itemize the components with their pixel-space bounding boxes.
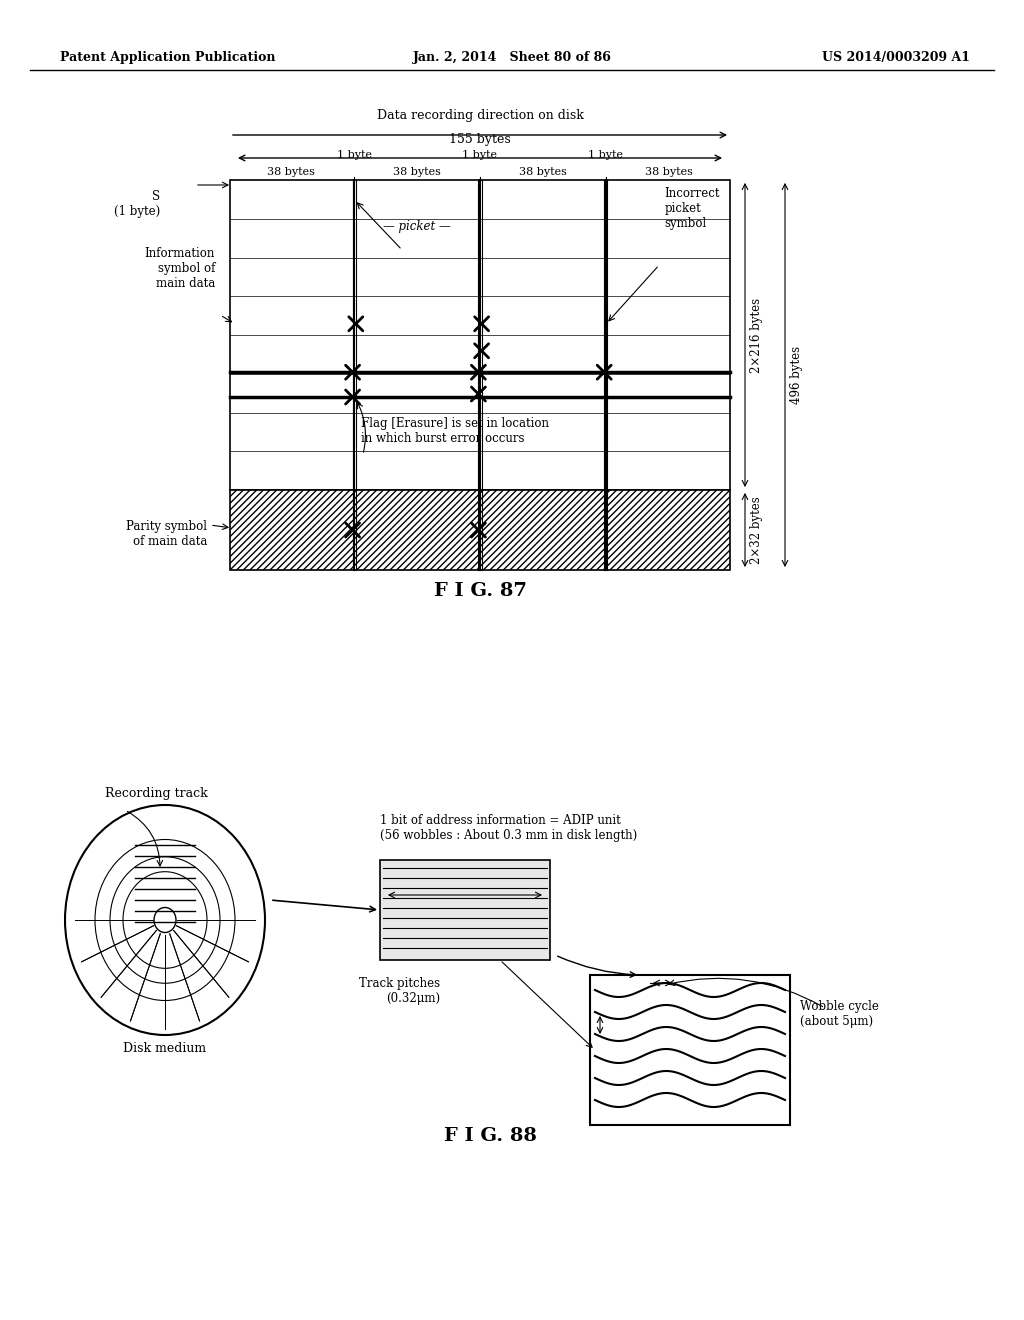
Text: Wobble cycle
(about 5μm): Wobble cycle (about 5μm) [800,1001,879,1028]
Text: F I G. 87: F I G. 87 [433,582,526,601]
Text: Incorrect
picket
symbol: Incorrect picket symbol [665,187,720,230]
Text: 1 byte: 1 byte [589,150,624,160]
Text: 38 bytes: 38 bytes [645,168,692,177]
Text: Parity symbol
of main data: Parity symbol of main data [126,520,207,548]
Text: Disk medium: Disk medium [124,1041,207,1055]
Text: 1 byte: 1 byte [463,150,498,160]
Text: US 2014/0003209 A1: US 2014/0003209 A1 [822,51,970,65]
Text: Flag [Erasure] is set in location
in which burst error occurs: Flag [Erasure] is set in location in whi… [360,417,549,445]
Text: 38 bytes: 38 bytes [267,168,315,177]
Text: 2×32 bytes: 2×32 bytes [750,496,763,564]
Text: Track pitches
(0.32μm): Track pitches (0.32μm) [358,977,440,1005]
Text: 1 bit of address information = ADIP unit
(56 wobbles : About 0.3 mm in disk leng: 1 bit of address information = ADIP unit… [380,814,637,842]
Text: S
(1 byte): S (1 byte) [114,190,160,218]
Text: Jan. 2, 2014   Sheet 80 of 86: Jan. 2, 2014 Sheet 80 of 86 [413,51,611,65]
Text: F I G. 88: F I G. 88 [443,1127,537,1144]
Bar [230,180,730,490]
Text: 38 bytes: 38 bytes [519,168,567,177]
Text: 38 bytes: 38 bytes [393,168,441,177]
Text: Recording track: Recording track [105,787,208,800]
Text: Information
symbol of
main data: Information symbol of main data [144,247,215,290]
Ellipse shape [154,908,176,932]
Text: Data recording direction on disk: Data recording direction on disk [377,110,584,121]
Bar [230,490,730,570]
Text: 155 bytes: 155 bytes [450,133,511,147]
Text: 496 bytes: 496 bytes [790,346,803,404]
Text: 2×216 bytes: 2×216 bytes [750,297,763,372]
Text: 1 byte: 1 byte [337,150,372,160]
Text: — picket —: — picket — [383,220,451,234]
Bar [380,861,550,960]
Bar [590,975,790,1125]
Text: Patent Application Publication: Patent Application Publication [60,51,275,65]
